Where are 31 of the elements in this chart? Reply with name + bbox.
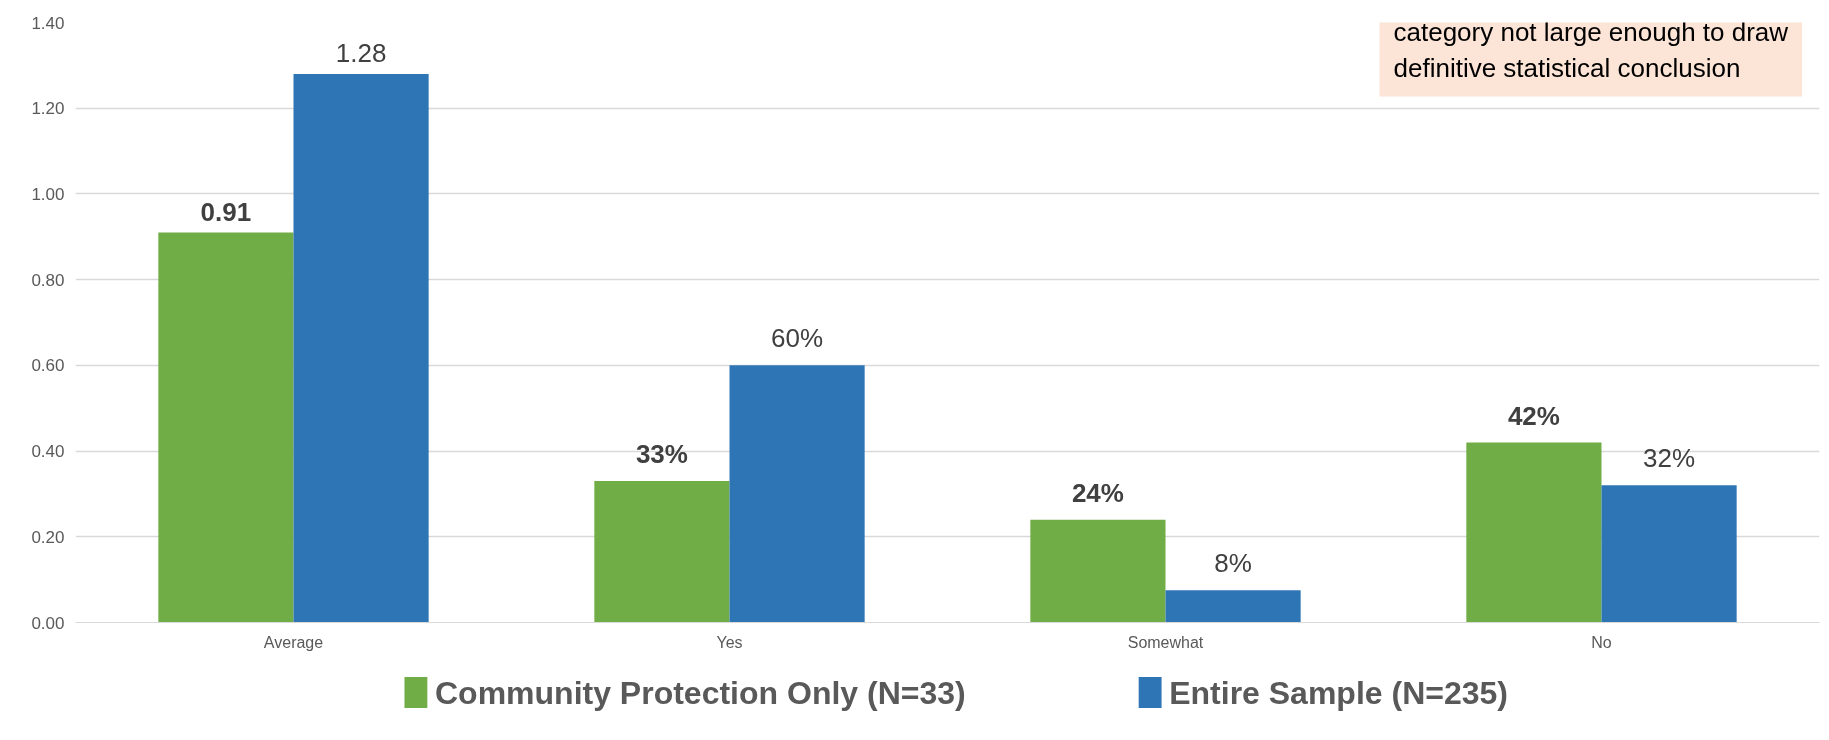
y-tick-label: 0.20 [31,527,65,547]
y-tick-label: 1.40 [31,13,65,33]
data-label: 60% [771,323,824,354]
bar [729,365,865,623]
bar [1466,442,1602,623]
x-tick-label: Yes [716,633,743,651]
data-label: 8% [1214,548,1252,579]
bar [1030,519,1166,623]
x-tick-label: No [1591,633,1612,651]
bar [293,73,429,623]
data-label: 42% [1507,400,1560,431]
x-tick-label: Average [263,633,324,651]
y-tick-label: 0.80 [31,270,65,290]
bar [158,232,294,623]
legend-label: Community Protection Only (N=33) [434,674,966,711]
data-label: 0.91 [200,196,252,227]
bar [1601,485,1737,623]
data-label: 24% [1071,477,1124,508]
legend-label: Entire Sample (N=235) [1169,674,1508,711]
data-label: 33% [635,439,688,470]
data-label: 1.28 [335,37,387,68]
y-tick-label: 0.40 [31,442,65,462]
bar [1165,590,1301,623]
bar [594,481,730,623]
y-tick-label: 0.60 [31,356,65,376]
annotation: category not large enough to draw definitive statistical conclusion [1393,16,1789,83]
y-tick-label: 1.20 [31,99,65,119]
y-tick-label: 0.00 [31,613,65,633]
x-tick-label: Somewhat [1127,633,1204,651]
y-tick-label: 1.00 [31,184,65,204]
data-label: 32% [1643,443,1696,474]
